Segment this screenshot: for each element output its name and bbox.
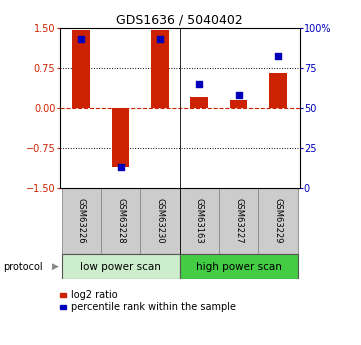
Text: GSM63230: GSM63230	[156, 198, 164, 244]
Bar	[61, 188, 101, 254]
Text: GSM63229: GSM63229	[274, 198, 283, 244]
Bar	[180, 188, 219, 254]
Text: GSM63163: GSM63163	[195, 198, 204, 244]
Point	[157, 36, 163, 42]
Bar	[190, 97, 208, 108]
Bar	[151, 30, 169, 108]
Text: percentile rank within the sample: percentile rank within the sample	[71, 302, 236, 312]
Bar	[112, 108, 130, 167]
Text: protocol: protocol	[4, 262, 43, 272]
Bar	[140, 188, 180, 254]
Point	[78, 36, 84, 42]
Bar	[101, 188, 140, 254]
Text: log2 ratio: log2 ratio	[71, 290, 118, 300]
Point	[275, 54, 281, 59]
Text: ▶: ▶	[52, 262, 59, 271]
Point	[196, 81, 202, 87]
Text: GSM63226: GSM63226	[77, 198, 86, 244]
Bar	[269, 73, 287, 108]
Point	[236, 92, 242, 98]
Text: low power scan: low power scan	[80, 262, 161, 272]
Point	[118, 165, 123, 170]
Text: GSM63228: GSM63228	[116, 198, 125, 244]
Bar	[258, 188, 298, 254]
Bar	[219, 188, 258, 254]
Text: high power scan: high power scan	[196, 262, 282, 272]
Title: GDS1636 / 5040402: GDS1636 / 5040402	[116, 13, 243, 27]
Bar	[180, 254, 298, 279]
Text: GSM63227: GSM63227	[234, 198, 243, 244]
Bar	[61, 254, 180, 279]
Bar	[230, 100, 248, 108]
Bar	[72, 30, 90, 108]
